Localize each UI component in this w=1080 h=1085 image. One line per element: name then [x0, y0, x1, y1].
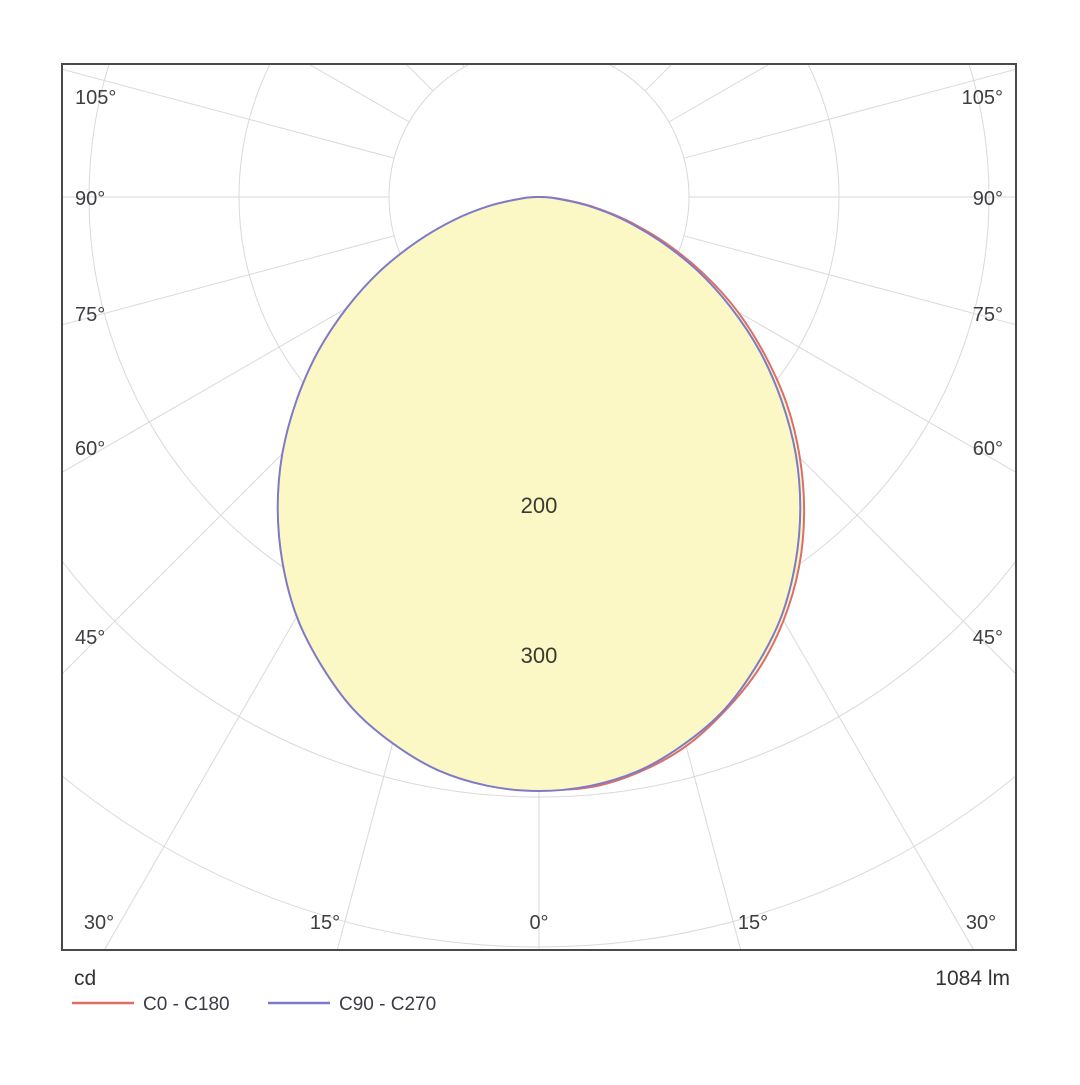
angle-label-right: 60°	[973, 438, 1003, 460]
legend: C0 - C180 C90 - C270	[72, 994, 436, 1015]
angle-label-bottom: 15°	[310, 912, 340, 934]
angle-label-bottom: 15°	[738, 912, 768, 934]
grid-radial-255	[63, 68, 395, 159]
angle-label-left: 105°	[75, 87, 116, 109]
grid-radial-45	[644, 302, 1015, 674]
grid-radial-105	[683, 68, 1015, 159]
ring-label-knockout	[513, 639, 565, 665]
grid-radial-60	[668, 271, 1015, 473]
angle-label-left: 75°	[75, 304, 105, 326]
grid-radial-285	[63, 235, 395, 326]
ring-label-300: 300	[521, 643, 558, 668]
angle-label-right: 45°	[973, 627, 1003, 649]
angle-label-left: 90°	[75, 188, 105, 210]
ring-label-200: 200	[521, 493, 558, 518]
angle-label-bottom: 0°	[529, 912, 548, 934]
grid-radial-135	[644, 65, 672, 92]
chart-frame	[61, 63, 1017, 951]
legend-label-c90-c270: C90 - C270	[339, 994, 436, 1015]
grid-radial-225	[406, 65, 434, 92]
grid-radial-165	[578, 0, 927, 52]
angle-label-right: 105°	[962, 87, 1003, 109]
legend-label-c0-c180: C0 - C180	[143, 994, 230, 1015]
ring-labels: 200 300	[513, 489, 565, 668]
unit-label: cd	[74, 967, 96, 990]
angle-label-bottom: 30°	[966, 912, 996, 934]
grid-radial-150	[613, 65, 616, 68]
grid-radial-75	[683, 235, 1015, 326]
angle-label-left: 60°	[75, 438, 105, 460]
angle-label-right: 90°	[973, 188, 1003, 210]
grid-radial-195	[151, 0, 500, 52]
luminous-flux-label: 1084 lm	[935, 967, 1010, 990]
grid-radial-210	[462, 65, 465, 68]
angle-label-left: 45°	[75, 627, 105, 649]
angle-label-right: 75°	[973, 304, 1003, 326]
grid-radial-315	[63, 302, 434, 674]
grid-radial-300	[63, 271, 410, 473]
ring-label-knockout	[513, 489, 565, 515]
grid-radial-120	[668, 65, 769, 123]
angle-labels: 105° 90° 75° 60° 45° 105° 90° 75° 60° 45° 30° 15° 0°…	[75, 87, 1003, 934]
angle-label-bottom: 30°	[84, 912, 114, 934]
